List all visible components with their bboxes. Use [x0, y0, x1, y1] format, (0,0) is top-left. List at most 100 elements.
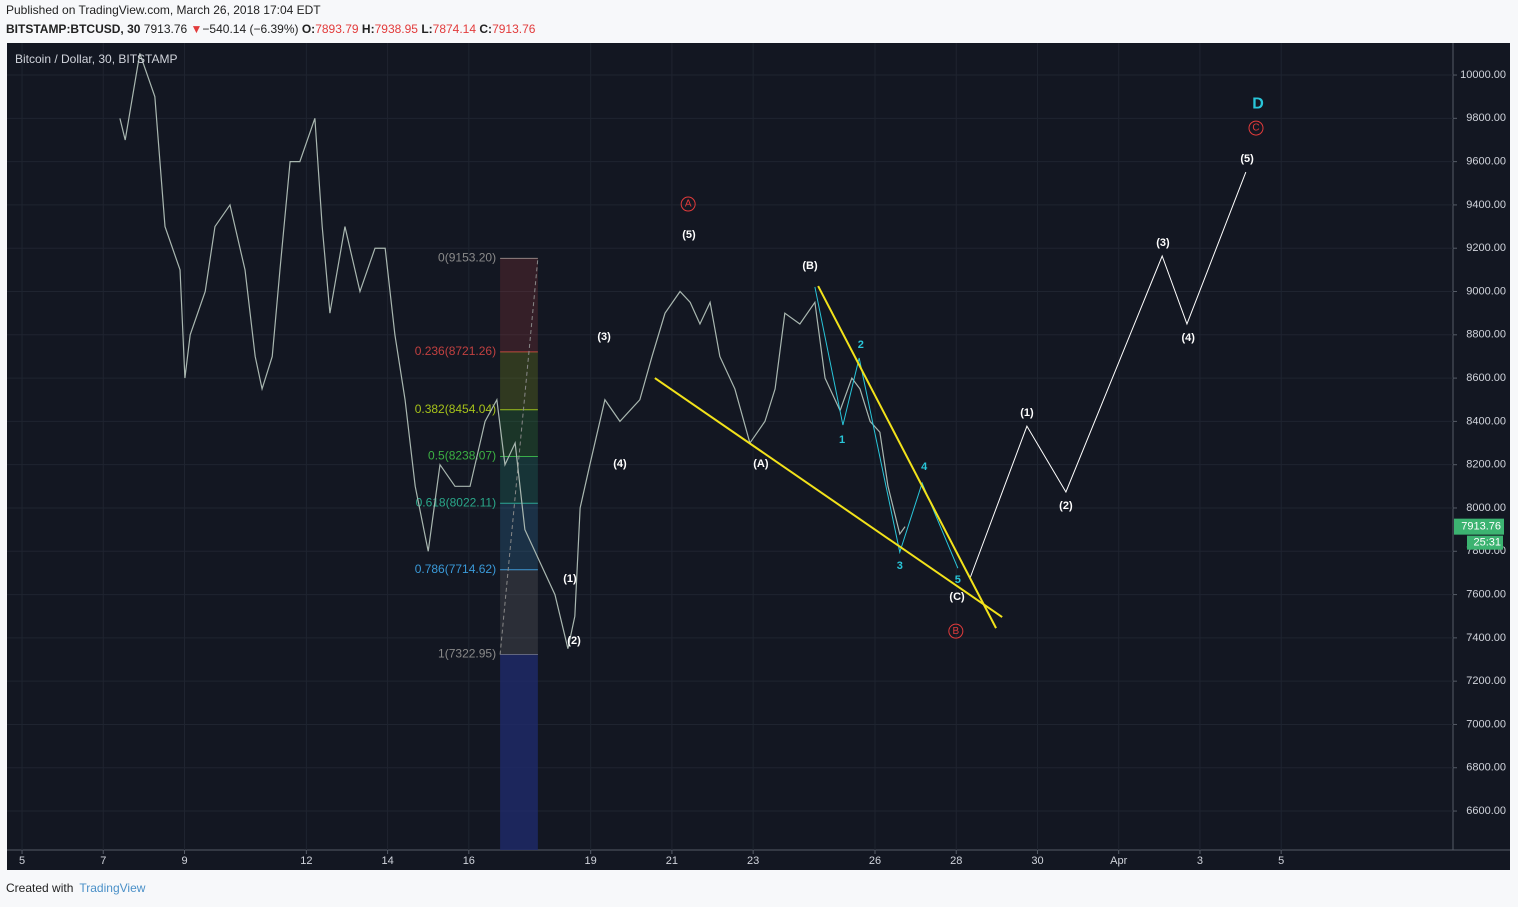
chart-title: Bitcoin / Dollar, 30, BITSTAMP [15, 52, 178, 66]
x-tick-label: 16 [463, 855, 475, 867]
x-tick-label: 9 [181, 855, 187, 867]
fib-zone [500, 258, 538, 352]
y-tick-label: 7400.00 [1466, 632, 1506, 644]
low: 7874.14 [432, 22, 477, 36]
wave-label: C [1252, 123, 1259, 134]
wave-label: (B) [802, 260, 818, 272]
arrow: ▼ [190, 22, 203, 36]
wave-label: (4) [613, 458, 627, 470]
wave-label: 2 [858, 339, 864, 351]
upper-trendline [817, 285, 997, 629]
last-price: 7913.76 [1461, 521, 1501, 533]
fib-label: 0.5(8238.07) [428, 449, 496, 463]
change: −540.14 (−6.39%) [202, 22, 299, 36]
wave-circle [948, 623, 964, 639]
y-tick-label: 10000.00 [1460, 69, 1506, 81]
chart: 6600.00 6800.00 7000.00 7200.00 7400.00 7600.… [7, 43, 1510, 870]
lower-trendline [654, 377, 1003, 618]
wave-label: (4) [1181, 332, 1195, 344]
fib-label: 0.236(8721.26) [415, 344, 496, 358]
x-tick-label: 28 [950, 855, 962, 867]
y-tick-label: 8000.00 [1466, 502, 1506, 514]
x-tick-label: 30 [1031, 855, 1043, 867]
y-tick-label: 9600.00 [1466, 156, 1506, 168]
published: Published on TradingView.com, March 26, … [6, 3, 321, 17]
fib-label: 0.786(7714.62) [415, 562, 496, 576]
countdown-bg [1467, 535, 1503, 550]
fib-diagonal [499, 258, 539, 655]
fib-label: 1(7322.95) [438, 647, 496, 661]
x-tick-label: 3 [1197, 855, 1203, 867]
wave-label: (5) [682, 229, 696, 241]
wave-label: 3 [897, 560, 903, 572]
wave-label: B [953, 626, 960, 637]
symbol-line: BITSTAMP:BTCUSD, 30 7913.76 ▼−540.14 (−6… [6, 22, 535, 36]
wave-label: (2) [567, 635, 581, 647]
grid: 6600.00 6800.00 7000.00 7200.00 7400.00 7600.… [7, 43, 1506, 867]
wave-label: (A) [753, 458, 769, 470]
x-tick-label: 5 [1278, 855, 1284, 867]
brand[interactable]: TradingView [79, 881, 146, 895]
wave-label: 4 [921, 461, 928, 473]
c-label: C: [479, 22, 493, 36]
fib-zone [500, 503, 538, 570]
created: Created with [6, 881, 74, 895]
wave-label: (3) [1156, 237, 1170, 249]
wave-label: (3) [597, 331, 611, 343]
wave-label: (2) [1059, 500, 1073, 512]
x-tick-label: 23 [747, 855, 759, 867]
wave-label: 1 [839, 434, 845, 446]
y-tick-label: 7000.00 [1466, 718, 1506, 730]
y-tick-label: 8600.00 [1466, 372, 1506, 384]
fib-zone [500, 409, 538, 457]
fib-label: 0.382(8454.04) [415, 402, 496, 416]
y-tick-label: 8400.00 [1466, 415, 1506, 427]
x-tick-label: 21 [666, 855, 678, 867]
y-tick-label: 7200.00 [1466, 675, 1506, 687]
x-tick-label: 7 [100, 855, 106, 867]
x-tick-label: 14 [381, 855, 393, 867]
l-label: L: [421, 22, 433, 36]
open: 7893.79 [315, 22, 359, 36]
wave-label: A [685, 199, 692, 210]
fib-zone [500, 351, 538, 410]
y-tick-label: 8800.00 [1466, 329, 1506, 341]
wave-label: (5) [1240, 153, 1254, 165]
wave-label: 5 [955, 574, 961, 586]
wave-circle [1248, 120, 1264, 136]
marks: 0(9153.20) 0.236(8721.26) 0.382(8454.04) 0.… [119, 53, 1504, 850]
fib-label: 0.618(8022.11) [416, 495, 497, 509]
price: 7913.76 [143, 22, 188, 36]
o-label: O: [301, 22, 316, 36]
y-tick-label: 6800.00 [1466, 762, 1506, 774]
wave-label: (1) [1020, 407, 1034, 419]
y-tick-label: 8200.00 [1466, 459, 1506, 471]
wave-label: (1) [563, 573, 577, 585]
wave-circle [680, 196, 696, 212]
fib-extension [500, 654, 538, 850]
x-tick-label: 19 [585, 855, 597, 867]
x-tick-label: 26 [869, 855, 881, 867]
x-tick-label: 5 [19, 855, 25, 867]
projection [969, 171, 1247, 579]
countdown: 25:31 [1473, 537, 1501, 549]
high: 7938.95 [374, 22, 418, 36]
y-tick-label: 6600.00 [1466, 805, 1506, 817]
last-price-tag [1454, 518, 1504, 535]
h-label: H: [361, 22, 375, 36]
close: 7913.76 [492, 22, 536, 36]
y-tick-label: 9200.00 [1466, 242, 1506, 254]
footer: Created with TradingView [6, 881, 145, 895]
y-tick-label: 7600.00 [1466, 588, 1506, 600]
symbol: BITSTAMP:BTCUSD, 30 [6, 22, 141, 36]
y-tick-label: 9800.00 [1466, 112, 1506, 124]
wave-label: D [1252, 95, 1264, 112]
chart-bg [7, 43, 1510, 870]
fib-label: 0(9153.20) [438, 251, 496, 265]
x-tick-label: 12 [300, 855, 312, 867]
price-line [119, 53, 906, 649]
wave-label: (C) [949, 591, 965, 603]
y-tick-label: 9000.00 [1466, 285, 1506, 297]
fib-zone [500, 569, 538, 655]
